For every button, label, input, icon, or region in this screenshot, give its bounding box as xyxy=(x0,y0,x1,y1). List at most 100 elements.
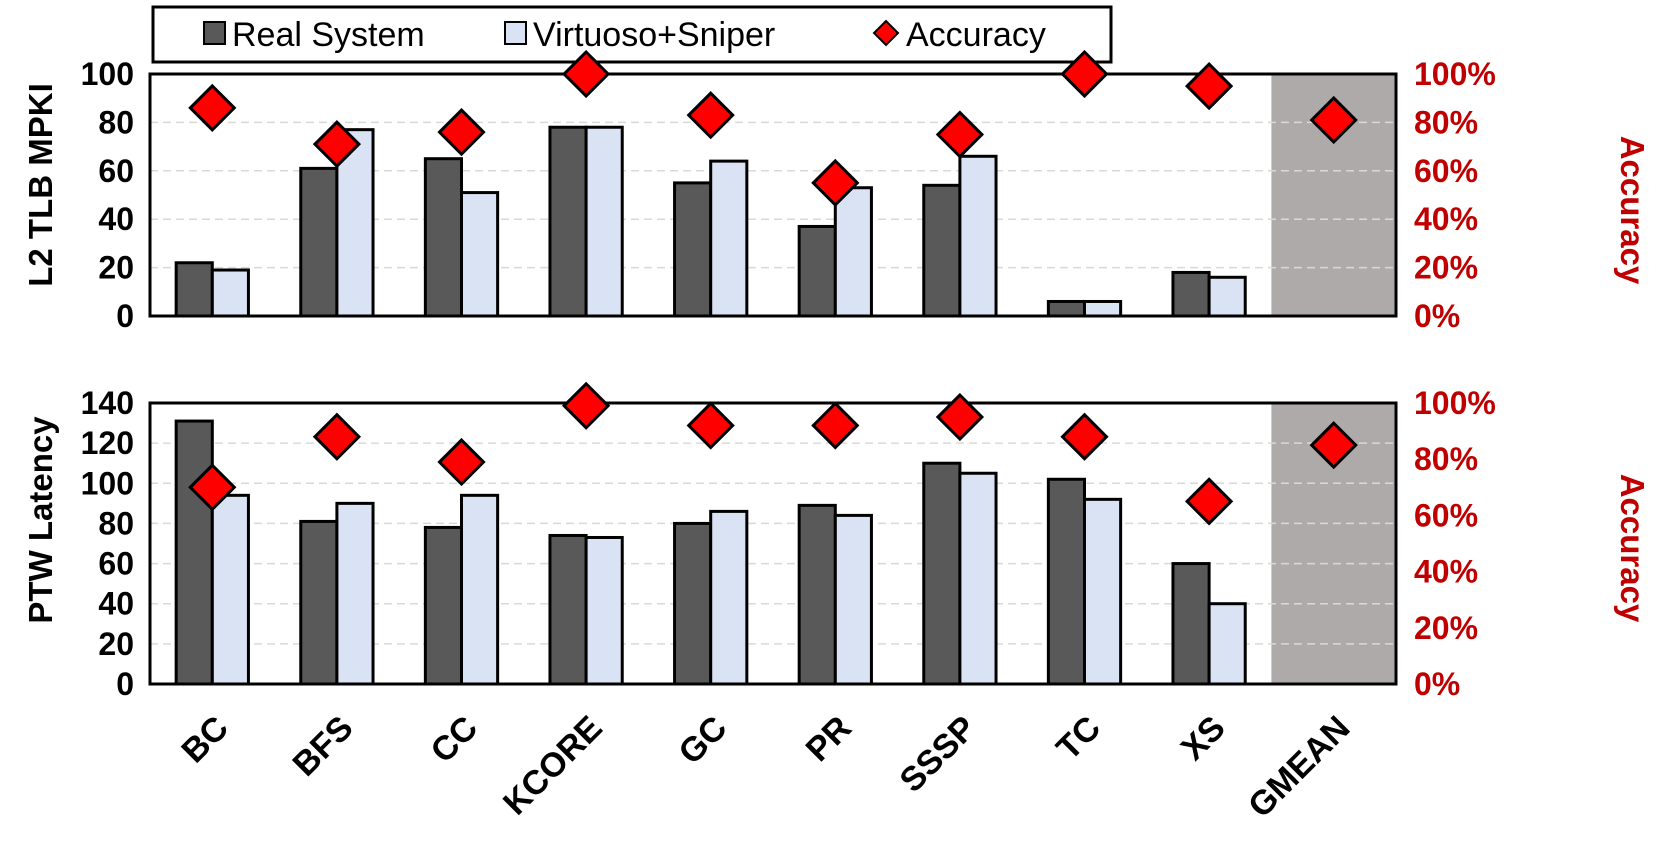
y2-tick-label: 80% xyxy=(1414,441,1478,477)
bar-real-system-tc xyxy=(1046,477,1086,686)
legend-marker-real-system xyxy=(203,21,226,45)
bars xyxy=(174,419,1247,686)
bar-virtuoso-sniper-sssp xyxy=(958,154,998,318)
accuracy-marker-bc xyxy=(188,83,237,133)
bar-virtuoso-sniper-tc xyxy=(1083,299,1123,318)
bar-real-system-gc xyxy=(673,521,713,686)
y2-tick-label: 40% xyxy=(1414,201,1478,237)
accuracy-marker-tc xyxy=(1060,49,1109,99)
category-label-gc: GC xyxy=(671,709,734,772)
accuracy-marker-bc xyxy=(188,463,237,512)
y2-tick-label: 100% xyxy=(1414,56,1496,92)
y2-tick-label: 20% xyxy=(1414,250,1478,286)
category-label-sssp: SSSP xyxy=(893,709,984,800)
y2-tick-label: 0% xyxy=(1414,666,1460,702)
bar-virtuoso-sniper-xs xyxy=(1207,602,1247,686)
bar-real-system-bfs xyxy=(299,166,339,318)
plot-frame xyxy=(148,401,1398,686)
panel-bottom: 0 20 40 60 80 100 120 140 0% 20% 40% 60% 80% 100% PT… xyxy=(22,381,1651,702)
bar-real-system-sssp xyxy=(922,461,962,686)
category-label-kcore: KCORE xyxy=(496,709,610,823)
y2-tick-label: 80% xyxy=(1414,104,1478,140)
category-label-tc: TC xyxy=(1049,709,1108,768)
accuracy-marker-gc xyxy=(686,401,735,450)
y2-axis-title: Accuracy xyxy=(1614,136,1651,285)
bar-real-system-kcore xyxy=(548,125,588,318)
bar-real-system-cc xyxy=(423,157,463,318)
accuracy-marker-bfs xyxy=(312,412,362,461)
y-tick-label: 20 xyxy=(98,626,134,662)
accuracy-marker-kcore xyxy=(561,49,611,99)
y-tick-label: 80 xyxy=(98,104,134,140)
legend-marker-virtuoso-sniper xyxy=(504,21,527,45)
panel-top: 0 20 40 60 80 100 0% 20% 40% 60% 80% 100% L2 TLB M… xyxy=(22,49,1651,334)
x-axis-category-labels: BC BFS CC KCORE GC PR SSSP TC XS GMEAN xyxy=(174,709,1357,825)
bar-virtuoso-sniper-pr xyxy=(833,186,873,318)
bar-real-system-bc xyxy=(174,261,214,318)
bar-virtuoso-sniper-tc xyxy=(1083,497,1123,686)
y-tick-label: 60 xyxy=(98,153,134,189)
bar-virtuoso-sniper-bc xyxy=(210,493,250,686)
y2-tick-label: 20% xyxy=(1414,610,1478,646)
bar-real-system-xs xyxy=(1171,562,1211,686)
accuracy-marker-cc xyxy=(437,437,486,487)
y-tick-label: 40 xyxy=(98,201,134,237)
category-label-bc: BC xyxy=(174,709,236,771)
y-axis-ticks: 0 20 40 60 80 100 120 140 xyxy=(81,385,134,702)
y-tick-label: 0 xyxy=(116,298,134,334)
y-tick-label: 120 xyxy=(81,425,134,461)
y2-axis-ticks: 0% 20% 40% 60% 80% 100% xyxy=(1414,56,1496,334)
accuracy-marker-xs xyxy=(1184,477,1234,526)
accuracy-marker-cc xyxy=(437,107,486,157)
bar-real-system-kcore xyxy=(548,533,588,686)
category-label-gmean: GMEAN xyxy=(1241,709,1357,825)
y-tick-label: 40 xyxy=(98,586,134,622)
bar-real-system-tc xyxy=(1046,299,1086,318)
legend-box xyxy=(151,5,1113,64)
y-tick-label: 100 xyxy=(81,465,134,501)
bar-virtuoso-sniper-bfs xyxy=(335,501,375,686)
accuracy-marker-gmean xyxy=(1309,95,1358,145)
accuracy-marker-bfs xyxy=(312,120,362,169)
legend-marker-accuracy xyxy=(872,19,900,47)
legend-label-real-system: Real System xyxy=(232,16,425,54)
legend: Real System Virtuoso+Sniper Accuracy xyxy=(151,5,1113,64)
accuracy-marker-sssp xyxy=(935,110,985,159)
bar-virtuoso-sniper-kcore xyxy=(584,535,624,686)
bar-virtuoso-sniper-gc xyxy=(709,509,749,686)
legend-label-virtuoso-sniper: Virtuoso+Sniper xyxy=(533,16,775,54)
y-tick-label: 0 xyxy=(116,666,134,702)
y-axis-title: L2 TLB MPKI xyxy=(22,83,59,287)
accuracy-markers xyxy=(188,49,1358,208)
bar-virtuoso-sniper-cc xyxy=(460,191,500,318)
bar-virtuoso-sniper-kcore xyxy=(584,125,624,318)
accuracy-marker-kcore xyxy=(561,381,611,430)
y-tick-label: 60 xyxy=(98,546,134,582)
bar-real-system-xs xyxy=(1171,270,1211,318)
y-tick-label: 140 xyxy=(81,385,134,421)
y2-tick-label: 60% xyxy=(1414,497,1478,533)
y-tick-label: 20 xyxy=(98,250,134,286)
bar-real-system-gc xyxy=(673,181,713,318)
y-tick-label: 100 xyxy=(81,56,134,92)
bar-virtuoso-sniper-xs xyxy=(1207,275,1247,318)
y2-tick-label: 0% xyxy=(1414,298,1460,334)
bar-real-system-pr xyxy=(797,224,837,318)
accuracy-marker-pr xyxy=(811,401,860,450)
y2-tick-label: 40% xyxy=(1414,554,1478,590)
category-label-pr: PR xyxy=(799,709,859,769)
legend-label-accuracy: Accuracy xyxy=(906,16,1046,54)
accuracy-markers xyxy=(188,381,1358,526)
category-label-cc: CC xyxy=(424,709,486,771)
y-axis-title: PTW Latency xyxy=(22,416,59,624)
category-label-bfs: BFS xyxy=(286,709,361,784)
bar-real-system-cc xyxy=(423,525,463,686)
bar-virtuoso-sniper-pr xyxy=(833,513,873,686)
bar-virtuoso-sniper-cc xyxy=(460,493,500,686)
accuracy-marker-gmean xyxy=(1309,421,1358,470)
accuracy-marker-gc xyxy=(686,91,735,140)
accuracy-marker-tc xyxy=(1060,412,1109,461)
accuracy-marker-pr xyxy=(811,158,860,208)
category-label-xs: XS xyxy=(1174,709,1233,768)
